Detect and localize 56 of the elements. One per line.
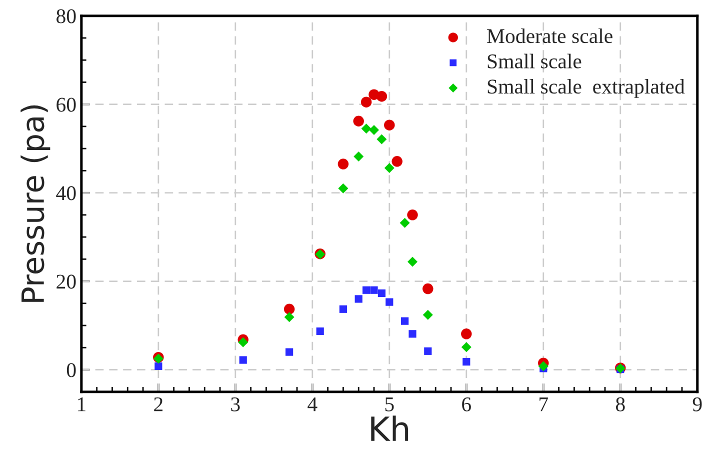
point — [361, 124, 372, 134]
x-tick-label: 8 — [616, 397, 625, 412]
x-axis-title: Kh — [371, 416, 408, 441]
point — [384, 163, 394, 174]
point — [408, 330, 416, 338]
point — [339, 305, 348, 313]
point — [400, 218, 410, 228]
y-axis-title: Pressure (pa) — [20, 105, 50, 302]
point — [400, 317, 409, 325]
y-tick-label: 60 — [56, 98, 76, 112]
point — [338, 183, 348, 194]
point — [386, 298, 394, 306]
point — [422, 310, 433, 320]
point — [370, 286, 378, 294]
x-tick-label: 6 — [462, 397, 471, 412]
point — [422, 283, 434, 294]
point — [353, 116, 364, 127]
y-tick-label: 40 — [56, 186, 76, 200]
point — [354, 152, 364, 162]
point — [368, 124, 380, 135]
point — [392, 156, 402, 167]
point — [316, 327, 324, 336]
point — [238, 337, 248, 348]
point — [376, 134, 387, 144]
legend-label: Small scale — [488, 54, 582, 68]
y-tick-label: 0 — [66, 363, 76, 378]
x-tick-label: 7 — [540, 398, 548, 412]
point — [154, 362, 162, 370]
point — [407, 256, 418, 267]
y-tick-label: 80 — [56, 9, 76, 24]
legend-label: Small scale extraplated — [488, 79, 685, 98]
point — [239, 356, 247, 364]
point — [376, 90, 388, 102]
legend-label: Moderate scale — [487, 28, 612, 44]
point — [424, 347, 432, 355]
point — [354, 295, 362, 303]
point — [286, 348, 294, 356]
point — [538, 361, 548, 372]
x-tick-label: 1 — [78, 397, 86, 412]
point — [284, 304, 295, 315]
point — [461, 328, 472, 340]
point — [378, 289, 386, 298]
x-tick-label: 5 — [385, 398, 394, 412]
point — [360, 96, 372, 108]
point — [384, 120, 395, 130]
point — [338, 158, 349, 170]
point — [284, 312, 294, 322]
y-tick-label: 20 — [56, 274, 76, 289]
x-tick-label: 3 — [231, 397, 240, 412]
point — [462, 358, 470, 366]
x-tick-label: 2 — [154, 397, 162, 412]
x-tick-label: 9 — [692, 397, 702, 412]
point — [461, 342, 472, 352]
point — [362, 286, 370, 294]
point — [407, 210, 418, 220]
x-tick-label: 4 — [308, 397, 318, 412]
